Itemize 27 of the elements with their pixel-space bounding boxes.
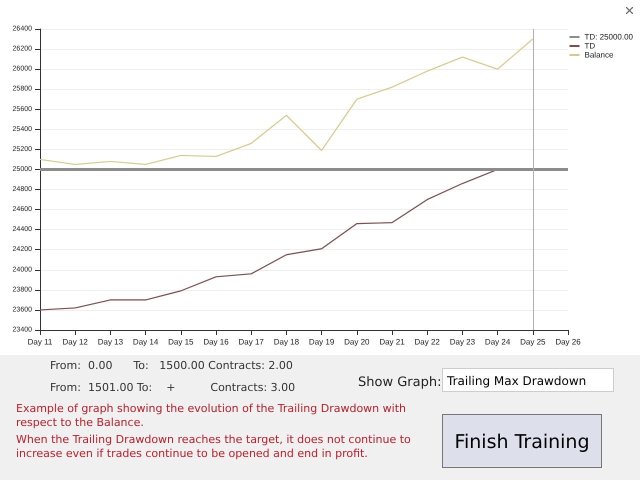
x-tick-label: Day 14	[132, 338, 159, 346]
legend-label: TD	[584, 42, 596, 50]
x-tick-label: Day 18	[274, 338, 300, 346]
x-tick-label: Day 11	[28, 338, 53, 346]
x-tick-label: Day 22	[414, 338, 440, 346]
text: Show Graph:	[358, 375, 442, 390]
text: Example of graph showing the evolution of the Trailing Drawdown with respect to the Balance.	[16, 402, 407, 430]
text: From: 1501.00 To: + Contracts: 3.00	[50, 381, 296, 394]
text: When the Trailing Drawdown reaches the target, it does not continue to increase even if trades continue to be opened and end in profit.	[16, 433, 412, 461]
text: Trailing Max Drawdown	[442, 368, 614, 392]
x-tick-label: Day 15	[168, 338, 194, 346]
legend-label: TD: 25000.00	[584, 32, 634, 42]
legend-label: Balance	[584, 50, 614, 60]
x-tick-label: Day 19	[308, 338, 335, 346]
x-tick-label: Day 21	[379, 338, 406, 346]
text: Finish Training	[442, 414, 602, 468]
text: From: 0.00 To: 1500.00 Contracts: 2.00	[50, 359, 293, 372]
x-tick-label: Day 23	[450, 338, 476, 346]
x-tick-label: Day 13	[98, 338, 124, 346]
x-tick-label: Day 26	[555, 338, 582, 346]
x-tick-label: Day 12	[62, 338, 88, 346]
x-tick-label: Day 20	[344, 338, 370, 346]
x-tick-label: Day 25	[520, 338, 546, 346]
x-tick-label: Day 17	[238, 338, 264, 346]
x-tick-label: Day 16	[203, 338, 230, 346]
line-series	[39, 38, 534, 166]
x-tick-label: Day 24	[484, 338, 511, 346]
